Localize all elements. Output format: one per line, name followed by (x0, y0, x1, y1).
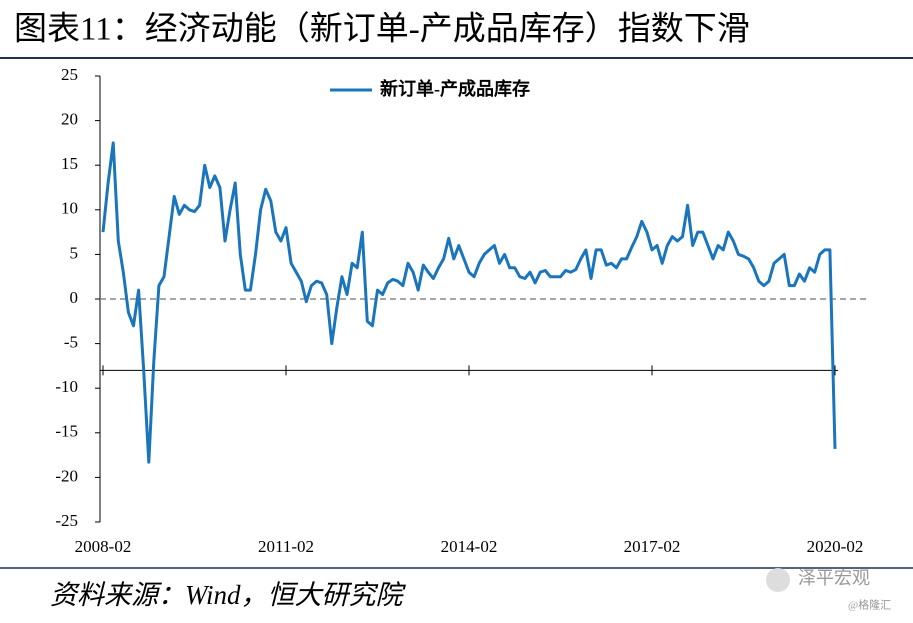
y-tick-label: -10 (55, 377, 78, 396)
chart-title: 图表11：经济动能（新订单-产成品库存）指数下滑 (14, 11, 750, 48)
legend-label: 新订单-产成品库存 (380, 78, 530, 99)
y-tick-label: -25 (55, 511, 78, 530)
y-tick-label: -5 (64, 333, 78, 352)
x-tick-label: 2008-02 (75, 537, 132, 556)
y-tick-label: -20 (55, 466, 78, 485)
x-tick-label: 2020-02 (807, 537, 864, 556)
y-tick-label: -15 (55, 422, 78, 441)
x-tick-label: 2014-02 (441, 537, 498, 556)
watermark-icon (766, 568, 790, 592)
y-tick-label: 10 (61, 199, 78, 218)
y-tick-label: 25 (61, 65, 78, 84)
y-tick-label: 0 (70, 288, 79, 307)
watermark: 泽平宏观 (798, 568, 870, 588)
x-tick-label: 2017-02 (624, 537, 681, 556)
y-tick-label: 15 (61, 154, 78, 173)
source-note: 资料来源：Wind，恒大研究院 (50, 580, 407, 610)
x-tick-label: 2011-02 (258, 537, 314, 556)
data-line (101, 141, 837, 464)
credit: @格隆汇 (848, 598, 891, 612)
y-tick-label: 5 (70, 243, 79, 262)
y-tick-label: 20 (61, 110, 78, 129)
